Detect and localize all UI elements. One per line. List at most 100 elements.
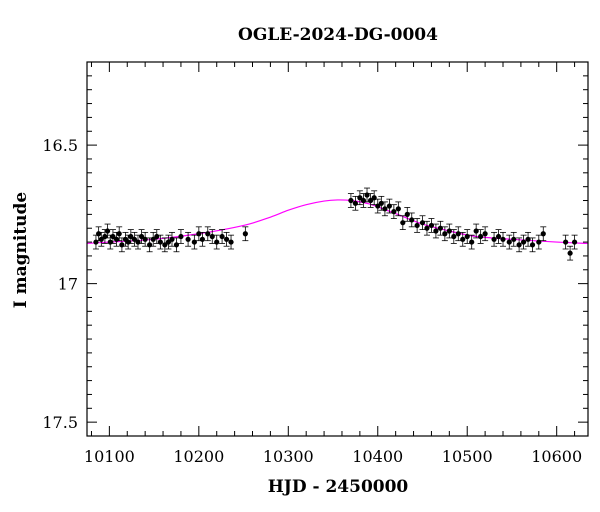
- data-marker: [460, 236, 466, 242]
- data-point: [347, 193, 354, 208]
- data-marker: [196, 231, 202, 237]
- data-marker: [135, 239, 141, 245]
- data-marker: [98, 236, 104, 242]
- data-marker: [473, 228, 479, 234]
- data-point: [495, 229, 502, 244]
- data-marker: [125, 239, 131, 245]
- data-point: [395, 201, 402, 217]
- data-point: [199, 231, 206, 247]
- data-point: [131, 231, 138, 247]
- data-point: [127, 229, 134, 244]
- data-point: [441, 226, 448, 242]
- data-point: [473, 223, 480, 239]
- data-marker: [540, 231, 546, 237]
- data-point: [464, 229, 471, 244]
- data-marker: [138, 233, 145, 240]
- y-tick-label: 17.5: [42, 413, 78, 432]
- data-point: [404, 207, 411, 222]
- data-marker: [382, 206, 388, 212]
- x-tick-label: 10400: [352, 447, 403, 466]
- data-point: [535, 234, 542, 250]
- data-point: [567, 245, 574, 261]
- data-marker: [102, 233, 108, 240]
- data-marker: [169, 236, 175, 242]
- data-marker: [455, 231, 461, 237]
- data-point: [468, 234, 475, 250]
- data-point: [125, 234, 132, 250]
- data-point: [157, 234, 164, 250]
- data-point: [109, 229, 116, 244]
- x-tick-label: 10300: [263, 447, 314, 466]
- data-marker: [119, 242, 125, 248]
- data-point: [374, 198, 381, 214]
- data-marker: [223, 236, 230, 242]
- data-point: [142, 231, 149, 247]
- data-marker: [495, 233, 502, 240]
- data-marker: [428, 222, 435, 229]
- data-point: [104, 223, 111, 239]
- data-point: [209, 229, 216, 244]
- data-marker: [96, 231, 102, 237]
- plot-frame: [86, 61, 589, 437]
- data-point: [437, 220, 444, 236]
- data-marker: [228, 239, 234, 245]
- data-point: [98, 231, 105, 247]
- data-marker: [147, 242, 153, 248]
- data-marker: [400, 220, 406, 226]
- data-marker: [368, 197, 374, 204]
- data-point: [138, 229, 145, 244]
- data-point: [423, 220, 430, 236]
- data-point: [529, 237, 536, 253]
- data-marker: [352, 200, 358, 206]
- data-point: [242, 226, 249, 242]
- data-point: [414, 218, 421, 233]
- data-point: [92, 234, 99, 250]
- data-point: [219, 229, 226, 244]
- data-points: [92, 187, 578, 261]
- data-marker: [478, 233, 484, 240]
- data-point: [491, 231, 498, 247]
- data-marker: [563, 239, 569, 245]
- data-marker: [437, 225, 443, 231]
- data-marker: [242, 231, 248, 237]
- data-marker: [414, 222, 420, 229]
- y-tick-label: 16.5: [42, 136, 78, 155]
- data-marker: [371, 195, 377, 201]
- data-point: [165, 234, 172, 250]
- data-point: [150, 231, 157, 247]
- data-marker: [424, 225, 430, 231]
- data-marker: [391, 209, 397, 215]
- x-tick-label: 10600: [531, 447, 582, 466]
- data-marker: [464, 233, 470, 240]
- data-marker: [404, 211, 410, 217]
- data-point: [482, 226, 489, 242]
- data-marker: [375, 203, 381, 209]
- data-marker: [500, 236, 506, 242]
- data-marker: [433, 228, 439, 234]
- data-point: [562, 234, 569, 250]
- data-marker: [110, 233, 116, 240]
- data-point: [390, 204, 397, 219]
- data-point: [446, 223, 453, 239]
- data-point: [540, 226, 547, 242]
- data-marker: [154, 233, 160, 240]
- data-point: [525, 231, 532, 247]
- data-point: [432, 223, 439, 239]
- data-point: [168, 231, 175, 247]
- data-point: [161, 237, 168, 253]
- data-point: [459, 231, 466, 247]
- x-tick-label: 10100: [84, 447, 135, 466]
- data-marker: [446, 228, 452, 234]
- data-marker: [348, 197, 354, 204]
- data-point: [352, 195, 359, 211]
- data-point: [213, 234, 220, 250]
- x-tick-label: 10200: [173, 447, 224, 466]
- data-marker: [529, 242, 536, 248]
- data-point: [455, 226, 462, 242]
- data-point: [510, 231, 517, 247]
- data-marker: [178, 233, 184, 240]
- y-axis-label: I magnitude: [11, 192, 31, 309]
- data-marker: [409, 217, 415, 223]
- data-marker: [525, 236, 531, 242]
